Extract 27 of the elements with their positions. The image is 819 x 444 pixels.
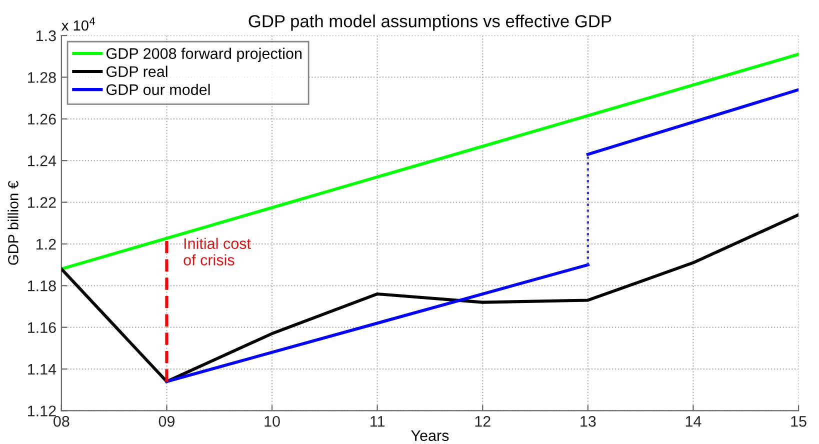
- y-tick-label: 1.26: [28, 114, 56, 125]
- y-tick-label: 1.14: [28, 364, 56, 375]
- x-tick-label: 12: [475, 416, 490, 427]
- x-tick-label: 10: [264, 416, 280, 427]
- line-series: [61, 213, 799, 384]
- y-axis-title: GDP billion €: [8, 180, 18, 265]
- legend-label: GDP our model: [106, 84, 210, 96]
- y-tick-label: 1.12: [28, 406, 56, 416]
- y-tick-label: 1.24: [28, 155, 56, 166]
- legend-label: GDP 2008 forward projection: [106, 48, 302, 62]
- x-tick-label: 09: [158, 416, 174, 427]
- y-tick-label: 1.16: [28, 322, 56, 334]
- x-tick-label: 15: [791, 416, 806, 427]
- chart-title: GDP path model assumptions vs effective GDP: [248, 14, 612, 31]
- text: x 10$^{4}$: [62, 17, 96, 31]
- y-tick-label: 1.2: [36, 238, 56, 250]
- x-tick-label: 13: [580, 416, 596, 427]
- y-tick-label: 1.22: [28, 197, 56, 208]
- y-tick-label: 1.3: [36, 30, 56, 42]
- y-tick-label: 1.28: [28, 72, 56, 83]
- x-tick-label: 08: [54, 416, 70, 427]
- x-tick-label: 11: [370, 416, 385, 427]
- x-axis-title: Years: [411, 430, 449, 442]
- y-tick-label: 1.18: [28, 280, 56, 292]
- x-tick-label: 14: [686, 416, 702, 427]
- annotation: Initial cost of crisis: [184, 238, 251, 266]
- legend-label: GDP real: [106, 66, 168, 78]
